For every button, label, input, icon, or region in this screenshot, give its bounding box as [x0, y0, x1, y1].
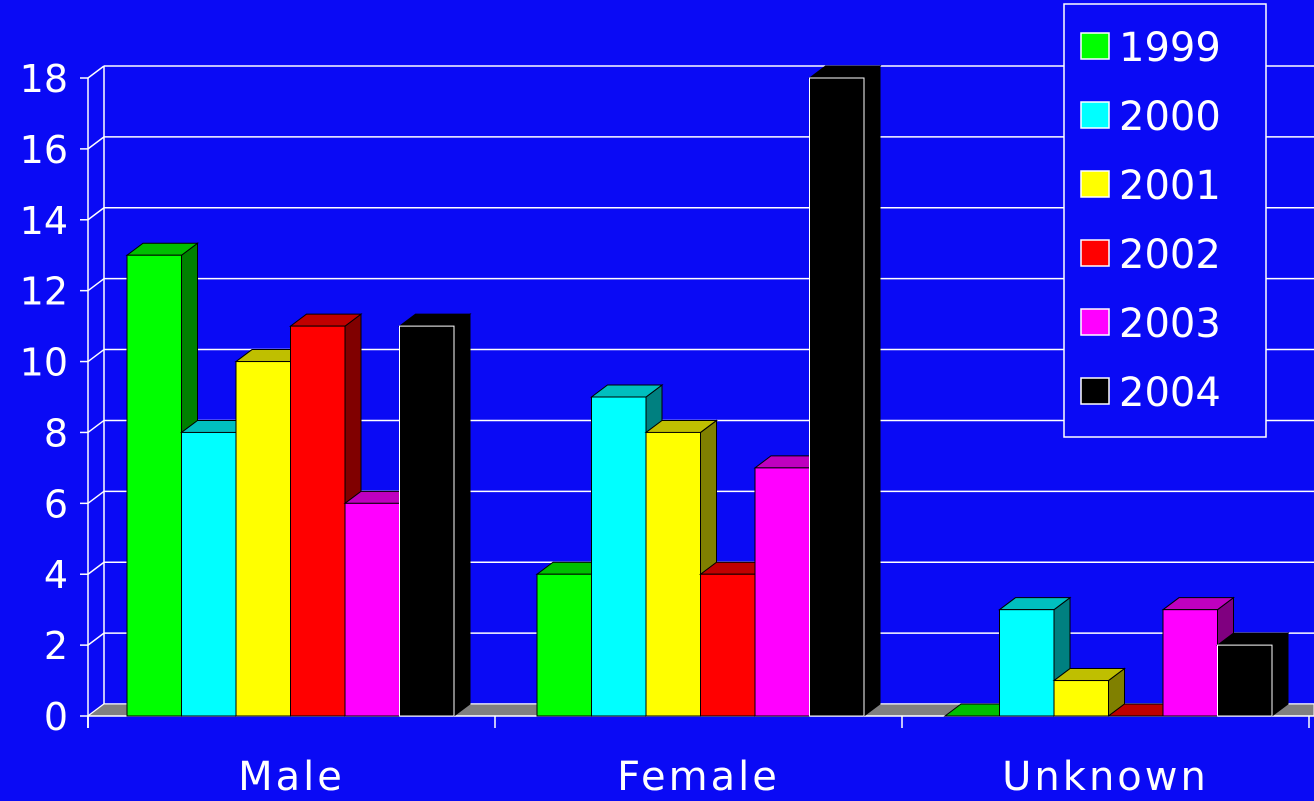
gridline-depth: [87, 348, 105, 363]
x-category-label: Male: [238, 754, 345, 797]
bar-front: [235, 361, 291, 717]
legend-swatch-2002: [1080, 239, 1110, 267]
gridline-depth: [87, 65, 105, 79]
legend-label-1999: 1999: [1119, 25, 1221, 71]
bar-front: [1217, 644, 1273, 717]
bar-front: [1053, 680, 1109, 717]
bars: [125, 65, 1290, 717]
bar-front: [809, 77, 865, 717]
legend-swatch-2001: [1080, 170, 1110, 198]
y-axis: 0 2 4 6 8 10 12 14 16 18: [20, 57, 105, 739]
x-category-label: Unknown: [1002, 754, 1209, 797]
y-tick-label: 0: [44, 695, 68, 739]
bar-female-2004: [808, 65, 882, 717]
legend: 1999 2000 2001 2002 2003 2004: [1063, 3, 1267, 438]
bar-side: [863, 65, 881, 717]
y-tick-label: 14: [20, 199, 68, 243]
gridline-depth: [87, 278, 105, 292]
y-tick-label: 16: [20, 128, 68, 172]
x-axis-labels: Male Female Unknown: [87, 716, 1310, 800]
bar-unknown-2004: [1216, 632, 1290, 717]
y-tick-label: 4: [44, 553, 68, 597]
gridline-depth: [87, 632, 105, 646]
bar-unknown-2001: [1052, 667, 1126, 717]
bar-side: [1271, 632, 1289, 717]
bar-front: [536, 573, 592, 717]
bar-front: [999, 609, 1055, 717]
legend-label-2002: 2002: [1119, 232, 1221, 278]
bar-front: [700, 573, 756, 717]
bar-front: [126, 254, 182, 717]
y-tick-label: 8: [44, 411, 68, 455]
bar-front: [344, 502, 400, 717]
y-tick-label: 2: [44, 624, 68, 668]
gridline-depth: [87, 490, 105, 504]
legend-label-2001: 2001: [1119, 163, 1221, 209]
bar-front: [399, 325, 455, 717]
gridline-depth: [87, 561, 105, 575]
bar-front: [754, 467, 810, 717]
legend-swatch-2003: [1080, 308, 1110, 336]
y-tick-label: 12: [20, 270, 68, 314]
legend-label-2000: 2000: [1119, 94, 1221, 140]
y-tick-label: 18: [20, 57, 68, 101]
gridline-depth: [87, 207, 105, 221]
legend-swatch-2000: [1080, 101, 1110, 129]
legend-label-2004: 2004: [1119, 370, 1221, 416]
legend-swatch-2004: [1080, 377, 1110, 405]
x-category-label: Female: [617, 754, 780, 797]
bar-front: [591, 396, 647, 717]
y-tick-label: 6: [44, 482, 68, 526]
y-tick-label: 10: [20, 341, 68, 385]
legend-box: [1063, 3, 1267, 438]
bar-side: [453, 313, 471, 717]
gridline-depth: [87, 136, 105, 150]
legend-label-2003: 2003: [1119, 301, 1221, 347]
bar-front: [290, 325, 346, 717]
bar-male-2004: [398, 313, 472, 717]
bar-front: [645, 431, 701, 717]
bar-front: [1162, 609, 1218, 717]
gridline-depth: [87, 419, 105, 434]
bar-unknown-2003: [1161, 596, 1235, 717]
legend-swatch-1999: [1080, 32, 1110, 60]
bar-front: [181, 431, 237, 717]
